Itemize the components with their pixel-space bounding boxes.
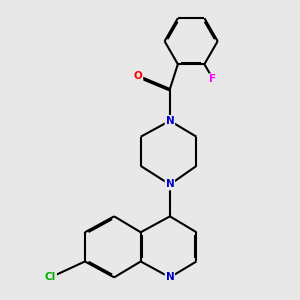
Text: O: O [134,71,142,81]
Text: N: N [166,116,174,126]
Text: N: N [166,272,174,282]
Text: F: F [209,74,217,84]
Text: N: N [166,179,174,190]
Text: Cl: Cl [45,272,56,282]
